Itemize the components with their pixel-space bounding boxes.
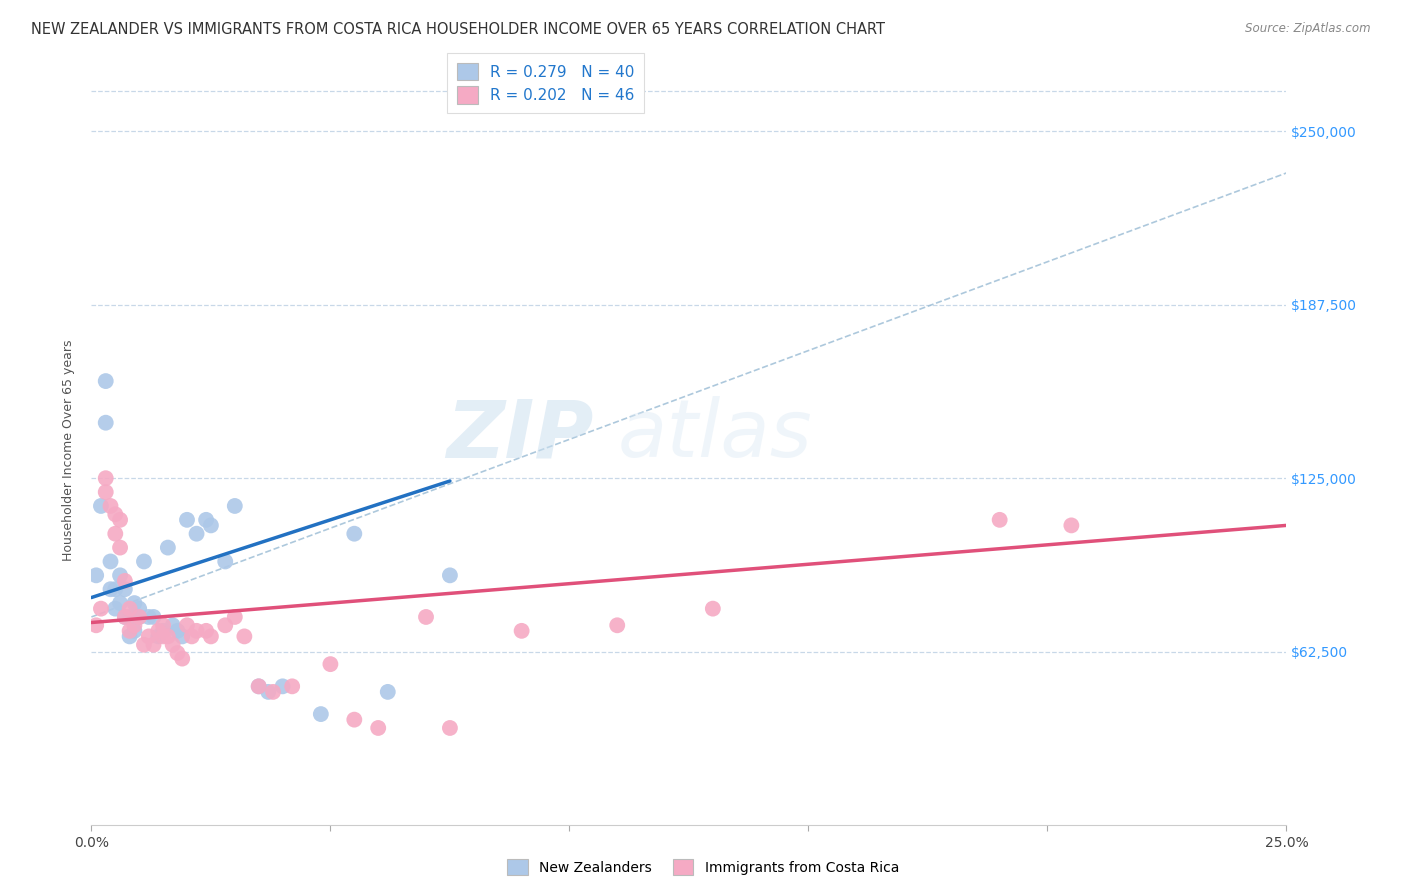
- Point: [162, 638, 184, 652]
- Point: [195, 513, 218, 527]
- Point: [114, 574, 136, 588]
- Point: [156, 629, 179, 643]
- Point: [195, 624, 218, 638]
- Point: [367, 721, 389, 735]
- Point: [309, 707, 332, 722]
- Point: [176, 513, 198, 527]
- Point: [138, 629, 160, 643]
- Point: [166, 646, 188, 660]
- Point: [200, 629, 222, 643]
- Point: [988, 513, 1011, 527]
- Point: [152, 624, 174, 638]
- Point: [162, 618, 184, 632]
- Point: [1060, 518, 1083, 533]
- Point: [124, 618, 146, 632]
- Point: [100, 499, 122, 513]
- Point: [124, 624, 146, 638]
- Point: [90, 601, 112, 615]
- Point: [247, 679, 270, 693]
- Point: [104, 601, 127, 615]
- Text: atlas: atlas: [617, 396, 813, 475]
- Point: [118, 610, 141, 624]
- Point: [118, 601, 141, 615]
- Point: [124, 596, 146, 610]
- Point: [200, 518, 222, 533]
- Text: Source: ZipAtlas.com: Source: ZipAtlas.com: [1246, 22, 1371, 36]
- Point: [104, 526, 127, 541]
- Point: [281, 679, 304, 693]
- Point: [702, 601, 724, 615]
- Point: [257, 685, 280, 699]
- Point: [108, 541, 131, 555]
- Point: [224, 499, 246, 513]
- Point: [176, 618, 198, 632]
- Point: [94, 374, 117, 388]
- Point: [108, 568, 131, 582]
- Point: [186, 526, 208, 541]
- Legend: New Zealanders, Immigrants from Costa Rica: New Zealanders, Immigrants from Costa Ri…: [502, 854, 904, 880]
- Point: [100, 554, 122, 568]
- Point: [152, 618, 174, 632]
- Point: [319, 657, 342, 672]
- Point: [132, 638, 155, 652]
- Point: [118, 629, 141, 643]
- Point: [108, 513, 131, 527]
- Point: [166, 624, 188, 638]
- Point: [172, 629, 194, 643]
- Point: [94, 471, 117, 485]
- Point: [104, 508, 127, 522]
- Point: [108, 596, 131, 610]
- Point: [104, 582, 127, 597]
- Point: [114, 610, 136, 624]
- Point: [214, 554, 236, 568]
- Point: [224, 610, 246, 624]
- Point: [233, 629, 256, 643]
- Point: [510, 624, 533, 638]
- Point: [132, 554, 155, 568]
- Point: [152, 629, 174, 643]
- Point: [148, 624, 170, 638]
- Point: [439, 568, 461, 582]
- Point: [142, 638, 165, 652]
- Point: [90, 499, 112, 513]
- Point: [343, 713, 366, 727]
- Point: [214, 618, 236, 632]
- Point: [118, 624, 141, 638]
- Point: [262, 685, 284, 699]
- Point: [128, 610, 150, 624]
- Point: [156, 541, 179, 555]
- Point: [84, 568, 107, 582]
- Point: [343, 526, 366, 541]
- Point: [94, 485, 117, 500]
- Point: [142, 610, 165, 624]
- Point: [94, 416, 117, 430]
- Point: [148, 629, 170, 643]
- Point: [128, 610, 150, 624]
- Point: [247, 679, 270, 693]
- Point: [100, 582, 122, 597]
- Text: NEW ZEALANDER VS IMMIGRANTS FROM COSTA RICA HOUSEHOLDER INCOME OVER 65 YEARS COR: NEW ZEALANDER VS IMMIGRANTS FROM COSTA R…: [31, 22, 884, 37]
- Point: [138, 610, 160, 624]
- Point: [271, 679, 294, 693]
- Legend: R = 0.279   N = 40, R = 0.202   N = 46: R = 0.279 N = 40, R = 0.202 N = 46: [447, 54, 644, 113]
- Text: ZIP: ZIP: [446, 396, 593, 475]
- Point: [377, 685, 399, 699]
- Point: [84, 618, 107, 632]
- Point: [114, 610, 136, 624]
- Point: [172, 651, 194, 665]
- Point: [180, 629, 202, 643]
- Point: [128, 601, 150, 615]
- Point: [606, 618, 628, 632]
- Point: [439, 721, 461, 735]
- Point: [186, 624, 208, 638]
- Y-axis label: Householder Income Over 65 years: Householder Income Over 65 years: [62, 340, 76, 561]
- Point: [415, 610, 437, 624]
- Point: [114, 582, 136, 597]
